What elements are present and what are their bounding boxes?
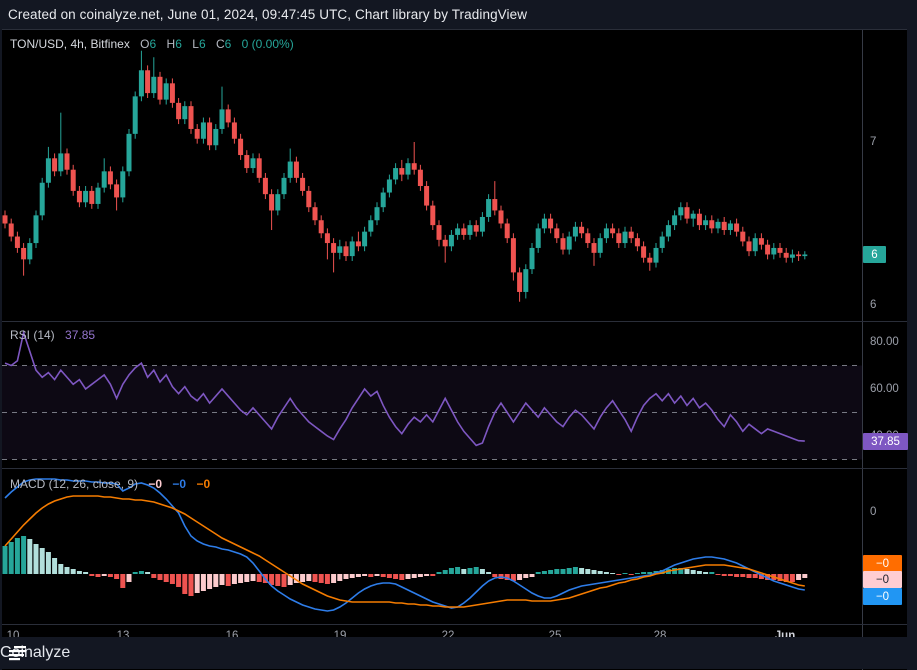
macd-hist-badge: −0 [863,571,902,588]
rsi-value-badge: 37.85 [863,433,908,450]
chart-container[interactable]: TON/USD, 4h, Bitfinex O6 H6 L6 C6 0 (0.0… [2,29,908,670]
low-label: L [192,37,199,51]
macd-line-badge: −0 [863,588,902,605]
low-value: 6 [198,37,206,51]
macd-tick-0: 0 [870,506,877,518]
pane-separator-price-rsi[interactable] [2,321,907,322]
macd-legend: MACD (12, 26, close, 9) −0 −0 −0 [10,477,210,491]
rsi-pane-canvas[interactable] [2,321,862,468]
footer-bar: Coinalyze [0,637,917,669]
rsi-tick-60: 60.00 [870,383,899,395]
coinalyze-logo-icon[interactable] [8,643,28,663]
price-scale[interactable]: 7 6 6 80.00 60.00 40.00 37.85 0 −0 −0 −0 [862,30,908,670]
rsi-value: 37.85 [65,328,96,342]
high-label: H [166,37,176,51]
price-pane-canvas[interactable] [2,30,862,321]
pane-separator-macd-time [2,624,907,625]
macd-hist-value: −0 [148,477,163,491]
price-legend: TON/USD, 4h, Bitfinex O6 H6 L6 C6 0 (0.0… [10,37,294,51]
change-value: 0 (0.00%) [241,37,294,51]
close-value: 6 [224,37,232,51]
high-value: 6 [175,37,182,51]
price-tick-6: 6 [870,299,877,311]
pane-separator-rsi-macd[interactable] [2,468,907,469]
macd-signal-badge: −0 [863,555,902,572]
creation-info-bar: Created on coinalyze.net, June 01, 2024,… [0,0,917,29]
creation-info-text: Created on coinalyze.net, June 01, 2024,… [8,7,528,22]
open-label: O [140,37,150,51]
macd-line-value: −0 [172,477,187,491]
macd-indicator-name: MACD (12, 26, close, 9) [10,477,139,491]
macd-signal-value: −0 [196,477,211,491]
symbol-title: TON/USD, 4h, Bitfinex [10,37,130,51]
rsi-indicator-name: RSI (14) [10,328,55,342]
last-price-badge: 6 [863,246,886,263]
rsi-tick-80: 80.00 [870,336,899,348]
macd-pane-canvas[interactable] [2,468,862,624]
price-tick-7: 7 [870,136,877,148]
open-value: 6 [149,37,157,51]
coinalyze-brand-link[interactable]: Coinalyze [0,644,71,661]
rsi-legend: RSI (14) 37.85 [10,328,95,342]
close-label: C [215,37,225,51]
